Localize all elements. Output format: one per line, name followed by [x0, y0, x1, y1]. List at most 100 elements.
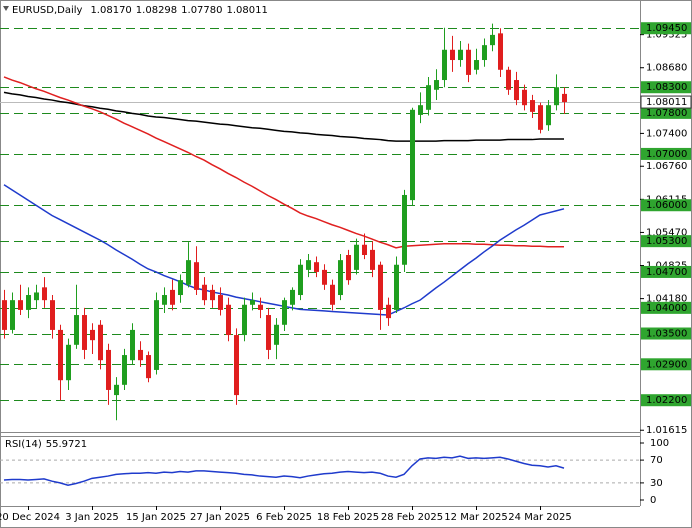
candle-body [474, 60, 479, 70]
level-label: 1.03500 [646, 329, 687, 340]
candle-body [194, 262, 199, 290]
last-price-box [640, 95, 692, 109]
rsi-name: RSI(14) [5, 439, 42, 450]
x-tick-label: 15 Jan 2025 [126, 512, 186, 523]
candle-body [90, 329, 95, 341]
x-tick-label: 28 Feb 2025 [381, 512, 443, 523]
level-label: 1.08300 [646, 82, 687, 93]
level-label: 1.02900 [646, 359, 687, 370]
chart-header: EURUSD,Daily 1.08170 1.08298 1.07780 1.08011 [12, 5, 268, 16]
candle-body [274, 324, 279, 345]
candle-body [266, 315, 271, 350]
level-label: 1.02200 [646, 395, 687, 406]
candle-body [354, 244, 359, 270]
candle-body [554, 87, 559, 106]
y-tick-label: 1.04180 [646, 294, 687, 305]
candle-body [426, 85, 431, 110]
candle-body [546, 105, 551, 126]
candle-body [10, 300, 15, 330]
candle-body [170, 289, 175, 305]
open-label: 1.08170 [90, 5, 131, 16]
candle-body [434, 80, 439, 90]
level-label-box [641, 199, 691, 212]
high-label: 1.08298 [136, 5, 177, 16]
rsi-line [3, 455, 565, 486]
candle-body [210, 289, 215, 301]
candle-body [66, 344, 71, 381]
level-label-box [641, 147, 691, 160]
y-tick-label: 1.09325 [646, 30, 687, 41]
candle-body [346, 255, 351, 281]
candle-body [74, 315, 79, 345]
candle-body [26, 295, 31, 310]
y-tick-label: 1.01615 [646, 425, 687, 436]
candle-body [506, 69, 511, 90]
level-label: 1.07000 [646, 149, 687, 160]
candle-body [58, 329, 63, 381]
level-label-box [641, 81, 691, 94]
level-label-box [641, 358, 691, 371]
candle-body [378, 264, 383, 310]
candle-body [250, 300, 255, 305]
candle-body [514, 80, 519, 101]
candle-body [498, 33, 503, 70]
candle-body [114, 384, 119, 396]
candle-body [362, 244, 367, 256]
candle-body [306, 260, 311, 270]
moving-average-line [3, 91, 564, 142]
candle-body [234, 335, 239, 396]
candle-body [330, 284, 335, 305]
y-tick-label: 1.07400 [646, 128, 687, 139]
candle-body [50, 300, 55, 330]
candle-body [290, 289, 295, 305]
y-tick-label: 1.08680 [646, 63, 687, 74]
candle-body [130, 329, 135, 361]
candle-body [522, 89, 527, 106]
candle-body [2, 300, 7, 330]
x-tick-label: 6 Feb 2025 [256, 512, 312, 523]
rsi-tick-label: 100 [650, 438, 669, 449]
candle-body [442, 49, 447, 81]
candle-body [146, 355, 151, 379]
candle-body [178, 280, 183, 296]
rsi-panel: 100 70 30 0 RSI(14) 55.9721 [0, 436, 669, 507]
candle-body [106, 349, 111, 390]
rsi-value: 55.9721 [46, 439, 87, 450]
x-tick-label: 20 Dec 2024 [0, 512, 60, 523]
candle-body [386, 304, 391, 319]
level-label-box [641, 394, 691, 407]
rsi-tick-label: 30 [650, 478, 663, 489]
level-label-box [641, 265, 691, 278]
candle-body [226, 304, 231, 336]
candle-body [82, 315, 87, 350]
candle-body [258, 304, 263, 310]
level-label-box [641, 22, 691, 35]
candle-body [490, 34, 495, 46]
rsi-label: RSI(14) 55.9721 [5, 439, 87, 450]
candle-body [98, 324, 103, 361]
candle-body [450, 49, 455, 61]
symbol: EURUSD,Daily [12, 5, 83, 16]
x-axis: 20 Dec 2024 3 Jan 2025 15 Jan 2025 27 Jan 2… [0, 506, 572, 523]
level-label: 1.04700 [646, 267, 687, 278]
candle-body [466, 49, 471, 75]
candle-body [154, 300, 159, 370]
x-tick-label: 27 Jan 2025 [190, 512, 250, 523]
y-tick-label: 1.05470 [646, 227, 687, 238]
candle-body [186, 260, 191, 285]
level-label-box [641, 327, 691, 340]
candle-body [482, 45, 487, 61]
candle-body [18, 300, 23, 310]
candle-body [322, 269, 327, 285]
candle-body [282, 300, 287, 325]
level-label: 1.09450 [646, 23, 687, 34]
candle-body [458, 49, 463, 61]
level-label-box [641, 301, 691, 314]
candle-body [202, 284, 207, 301]
level-label-box [641, 106, 691, 119]
x-tick-label: 3 Jan 2025 [65, 512, 119, 523]
candle-body [218, 295, 223, 310]
level-label-box [641, 235, 691, 248]
last-price-label: 1.08011 [646, 97, 687, 108]
candle-body [242, 304, 247, 336]
